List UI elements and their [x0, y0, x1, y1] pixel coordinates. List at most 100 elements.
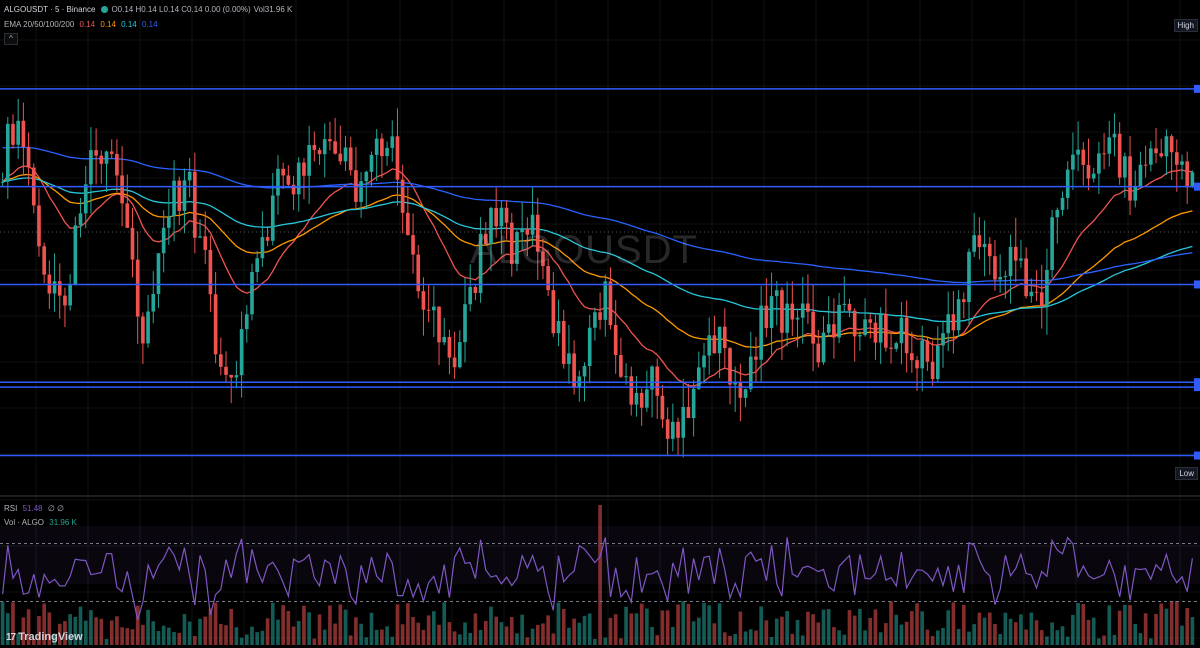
- volume-bar: [37, 615, 41, 645]
- volume-bar: [270, 602, 275, 645]
- volume-bar: [255, 632, 260, 645]
- candle-body: [328, 139, 332, 142]
- candle-body: [655, 366, 660, 396]
- rsi-legend[interactable]: RSI 51.48 ∅ ∅: [4, 504, 67, 513]
- candle-body: [858, 335, 862, 337]
- volume-bar: [774, 618, 779, 645]
- volume-bar: [224, 625, 228, 645]
- volume-bar: [613, 614, 618, 645]
- candle-body: [83, 184, 88, 214]
- volume-bar: [208, 608, 213, 645]
- candle-body: [691, 388, 696, 419]
- candle-body: [452, 357, 457, 368]
- volume-bar: [759, 606, 763, 645]
- candle-body: [639, 392, 644, 408]
- candle-body: [432, 306, 436, 311]
- candle-body: [696, 367, 701, 389]
- volume-bar: [296, 621, 301, 645]
- volume-bar: [26, 609, 31, 645]
- candle-body: [234, 375, 239, 378]
- volume-bar: [99, 618, 104, 645]
- candle-body: [863, 319, 867, 336]
- candle-body: [229, 374, 234, 378]
- candle-body: [141, 316, 145, 344]
- candle-body: [582, 365, 587, 377]
- volume-bar: [1185, 608, 1190, 645]
- price-level-handle: [1194, 451, 1200, 460]
- volume-bar: [785, 611, 789, 645]
- volume-bar: [681, 601, 686, 645]
- candle-body: [629, 376, 634, 405]
- volume-bar: [930, 636, 935, 645]
- volume-bar: [421, 629, 426, 645]
- candle-body: [94, 150, 98, 156]
- rsi-value: 51.48: [22, 504, 43, 513]
- volume-bar: [374, 629, 379, 645]
- candle-body: [104, 151, 109, 164]
- candle-body: [754, 356, 758, 360]
- volume-bar: [83, 620, 88, 645]
- volume-bar: [395, 604, 400, 645]
- candle-body: [613, 325, 618, 356]
- volume-bar: [302, 605, 306, 645]
- candle-body: [348, 147, 353, 171]
- volume-bar: [343, 609, 348, 645]
- volume-bar: [852, 615, 857, 645]
- volume-bar: [244, 634, 249, 645]
- symbol-legend[interactable]: ALGOUSDT · 5 · Binance O0.14 H0.14 L0.14 …: [4, 5, 295, 14]
- candle-body: [1149, 148, 1153, 165]
- candle-body: [676, 421, 680, 438]
- candle-body: [1159, 153, 1164, 157]
- volume-bar: [806, 611, 810, 645]
- candle-body: [1045, 269, 1049, 307]
- candle-body: [790, 303, 795, 320]
- candle-body: [457, 342, 462, 368]
- candle-body: [437, 306, 441, 343]
- volume-bar: [603, 637, 608, 645]
- candle-body: [1107, 137, 1112, 154]
- candle-body: [1055, 209, 1060, 218]
- candle-body: [1019, 258, 1023, 261]
- volume-bar: [115, 616, 119, 645]
- volume-bar: [712, 623, 717, 645]
- volume-bar: [380, 629, 384, 645]
- candle-body: [1024, 258, 1028, 297]
- volume-bar: [21, 617, 26, 645]
- candle-body: [728, 348, 732, 385]
- candle-body: [868, 319, 873, 323]
- candle-body: [769, 296, 774, 328]
- volume-bar: [167, 627, 171, 645]
- price-level-handle: [1194, 84, 1200, 93]
- rsi-line: [2, 536, 1193, 620]
- candle-body: [239, 329, 244, 376]
- volume-bar: [1039, 630, 1044, 645]
- candle-body: [712, 335, 717, 354]
- candle-body: [1029, 291, 1034, 297]
- volume-bar: [702, 602, 706, 645]
- candle-body: [556, 320, 561, 334]
- candle-body: [359, 181, 363, 202]
- candle-body: [250, 271, 254, 315]
- volume-label: Vol · ALGO: [4, 518, 45, 527]
- tradingview-brand[interactable]: 17 TradingView: [6, 631, 83, 643]
- candle-body: [915, 360, 919, 369]
- volume-bar: [364, 637, 369, 645]
- status-dot-icon: [101, 6, 109, 13]
- volume-bar: [1190, 617, 1195, 645]
- volume-bar: [281, 605, 285, 645]
- volume-legend[interactable]: Vol · ALGO 31.96 K: [4, 518, 80, 527]
- volume-bar: [390, 636, 395, 645]
- ema-legend[interactable]: EMA 20/50/100/200 0.14 0.14 0.14 0.14: [4, 20, 161, 29]
- chevron-up-icon[interactable]: ^: [4, 33, 18, 45]
- volume-bar: [837, 630, 841, 645]
- volume-bar: [790, 633, 795, 645]
- volume-bar: [348, 635, 353, 645]
- candle-body: [1128, 156, 1132, 201]
- volume-bar: [987, 612, 992, 645]
- candle-body: [1060, 197, 1065, 210]
- candle-body: [993, 256, 997, 280]
- candle-body: [167, 216, 171, 228]
- candle-body: [1034, 291, 1039, 293]
- volume-bar: [426, 615, 431, 645]
